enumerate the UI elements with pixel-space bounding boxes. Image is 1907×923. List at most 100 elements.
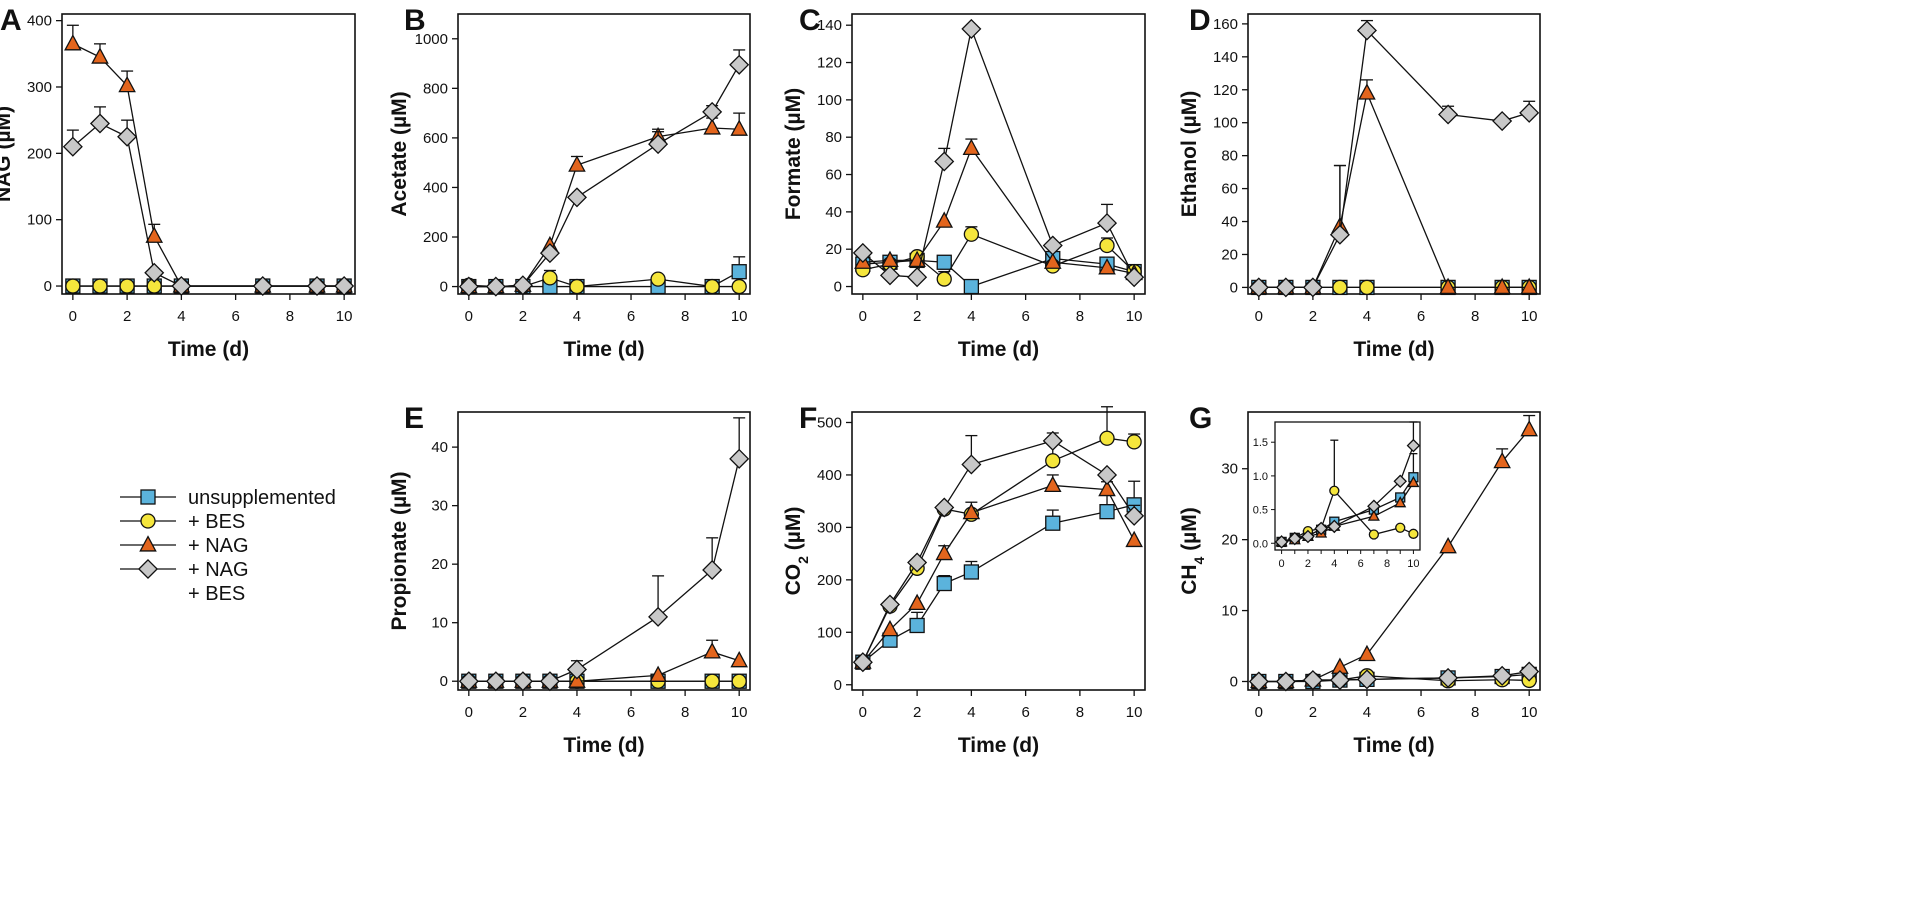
plot-frame — [457, 411, 751, 691]
x-tick-label: 10 — [336, 308, 353, 325]
data-point — [936, 271, 952, 287]
data-point — [1275, 277, 1296, 298]
legend-entry-nagbes: + NAG+ BES — [120, 558, 249, 605]
x-tick-label: 6 — [231, 308, 239, 325]
data-point — [1493, 451, 1511, 469]
data-point — [1438, 667, 1459, 688]
data-point — [1099, 504, 1115, 520]
data-point — [1408, 528, 1419, 539]
data-point — [1099, 430, 1115, 446]
x-tick-label: 4 — [573, 308, 581, 325]
data-point — [1274, 535, 1289, 549]
series-bes — [461, 269, 747, 295]
data-point — [1329, 224, 1350, 245]
y-tick-label: 10 — [1221, 603, 1238, 620]
x-axis-label: Time (d) — [1353, 734, 1434, 757]
data-point — [118, 75, 136, 93]
series-line — [468, 127, 740, 288]
y-axis-label: CH4 (µM) — [1178, 507, 1207, 595]
data-point — [1248, 671, 1269, 692]
data-point — [731, 264, 747, 280]
series-line — [862, 147, 1135, 275]
data-point — [1519, 102, 1540, 123]
data-point — [648, 134, 669, 155]
data-point — [62, 136, 83, 157]
data-point — [729, 448, 750, 469]
data-point — [306, 276, 328, 297]
inset-x-tick-label: 8 — [1384, 558, 1390, 570]
x-tick-label: 4 — [967, 704, 975, 721]
data-point — [909, 617, 925, 634]
series-nag — [460, 112, 748, 294]
series-nagbes — [458, 417, 750, 692]
data-point — [934, 151, 955, 172]
data-point — [1439, 277, 1457, 295]
panel-label: A — [0, 4, 22, 37]
data-point — [1356, 669, 1377, 690]
y-tick-label: 0 — [44, 278, 52, 295]
x-tick-label: 6 — [627, 308, 635, 325]
y-tick-label: 0 — [834, 677, 842, 694]
data-point — [1359, 279, 1375, 296]
x-tick-label: 10 — [1126, 308, 1143, 325]
x-tick-label: 8 — [1471, 308, 1479, 325]
panel-b: B 0 2 4 6 8 10 0 200 400 600 800 1000 Time (d) Acetate… — [388, 4, 751, 361]
y-tick-label: 120 — [817, 55, 842, 72]
data-point — [729, 54, 750, 75]
x-tick-label: 6 — [1021, 704, 1029, 721]
x-tick-label: 4 — [1363, 308, 1371, 325]
data-point — [89, 113, 111, 134]
data-point — [1367, 509, 1380, 521]
data-point — [1493, 277, 1511, 295]
inset-x-tick-label: 6 — [1358, 558, 1364, 570]
y-tick-label: 20 — [1221, 246, 1238, 263]
legend-marker — [137, 558, 159, 580]
data-point — [1492, 665, 1513, 686]
data-point — [1520, 277, 1538, 295]
y-tick-label: 200 — [423, 229, 448, 246]
x-tick-label: 8 — [286, 308, 294, 325]
data-point — [963, 564, 980, 580]
data-point — [92, 278, 108, 294]
x-tick-label: 0 — [859, 704, 867, 721]
data-point — [1368, 529, 1380, 540]
series-line — [862, 257, 1135, 288]
panel-label: G — [1189, 402, 1212, 435]
series-nagbes — [1274, 421, 1421, 549]
legend-entry-unsupplemented: unsupplemented — [120, 487, 336, 509]
x-tick-label: 8 — [681, 704, 689, 721]
inset-y-tick-label: 1.0 — [1253, 471, 1268, 483]
y-axis-label: NAG (µM) — [0, 106, 15, 202]
x-axis-label: Time (d) — [958, 338, 1039, 361]
panel-g: G 0 2 4 6 8 10 0 10 20 30 Time (d) CH4 (µM) 0 2 4 6 8 10 0.… — [1178, 402, 1541, 757]
legend-entry-nag: + NAG — [120, 535, 249, 557]
data-point — [1395, 522, 1406, 533]
y-tick-label: 160 — [1213, 16, 1238, 33]
data-point — [65, 278, 81, 294]
legend-label: + NAG — [188, 559, 249, 581]
y-tick-label: 200 — [27, 145, 52, 162]
y-tick-label: 500 — [817, 414, 842, 431]
series-nagbes — [458, 49, 750, 297]
series-unsupplemented — [855, 250, 1142, 295]
y-tick-label: 20 — [431, 556, 448, 573]
x-tick-label: 0 — [859, 308, 867, 325]
data-point — [485, 276, 506, 297]
y-axis-label: Acetate (µM) — [388, 91, 411, 216]
x-tick-label: 4 — [967, 308, 975, 325]
data-point — [1314, 521, 1328, 536]
series-nag — [64, 24, 353, 293]
y-tick-label: 20 — [1221, 532, 1238, 549]
data-point — [485, 671, 506, 692]
inset-y-tick-label: 1.5 — [1253, 437, 1268, 449]
y-axis-label: CO2 (µM) — [782, 507, 811, 596]
data-point — [1329, 485, 1340, 496]
data-point — [961, 18, 982, 39]
x-tick-label: 10 — [731, 308, 748, 325]
inset-plot: 0 2 4 6 8 10 0.0 0.5 1.0 1.5 — [1253, 421, 1421, 570]
data-point — [144, 262, 165, 283]
series-nagbes — [1248, 19, 1540, 298]
x-tick-label: 6 — [1417, 308, 1425, 325]
x-tick-label: 2 — [519, 308, 527, 325]
x-tick-label: 4 — [1363, 704, 1371, 721]
